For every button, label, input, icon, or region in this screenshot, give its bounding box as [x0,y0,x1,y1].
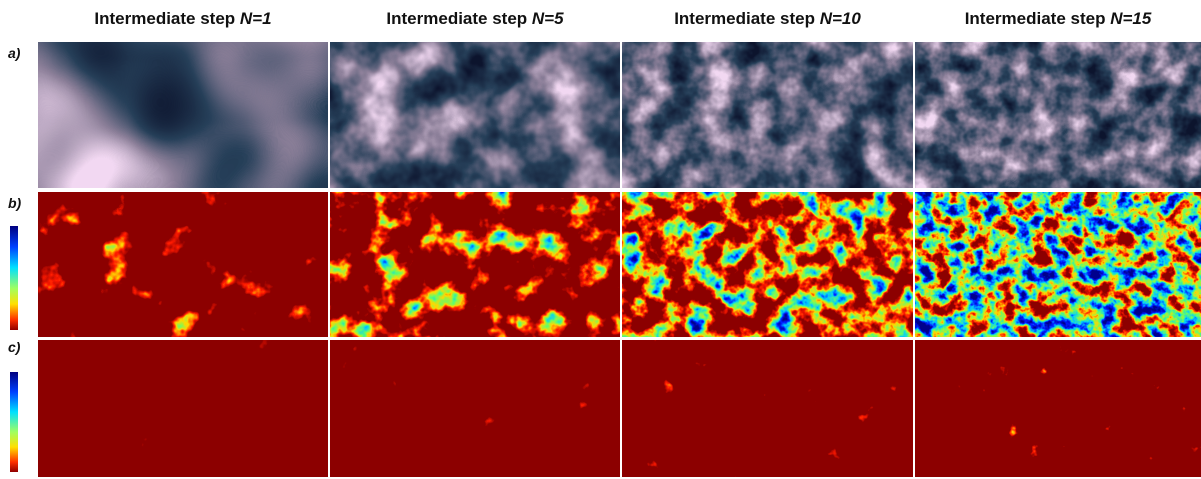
intermediate-image [38,42,328,188]
error-map [38,192,328,337]
intermediate-image [915,42,1201,188]
colorbar [10,372,18,472]
header-text: Intermediate step [674,9,820,28]
header-step: N=10 [820,9,862,28]
header-text: Intermediate step [386,9,532,28]
error-map [330,340,620,477]
header-step: N=15 [1110,9,1152,28]
column-header: Intermediate step N=15 [965,9,1152,28]
intermediate-image [622,42,913,188]
error-map [915,192,1201,337]
error-map [622,340,913,477]
row-label: b) [8,195,22,211]
error-map [915,340,1201,477]
column-header: Intermediate step N=5 [386,9,564,28]
column-header: Intermediate step N=10 [674,9,861,28]
row-label: a) [8,45,21,61]
column-header: Intermediate step N=1 [94,9,271,28]
header-text: Intermediate step [94,9,240,28]
error-map [330,192,620,337]
header-text: Intermediate step [965,9,1111,28]
error-map [38,340,328,477]
figure: Intermediate step N=1Intermediate step N… [0,0,1201,479]
row-label: c) [8,339,21,355]
colorbar [10,226,18,330]
header-step: N=5 [532,9,564,28]
error-map [622,192,913,337]
header-step: N=1 [240,9,272,28]
intermediate-image [330,42,620,188]
